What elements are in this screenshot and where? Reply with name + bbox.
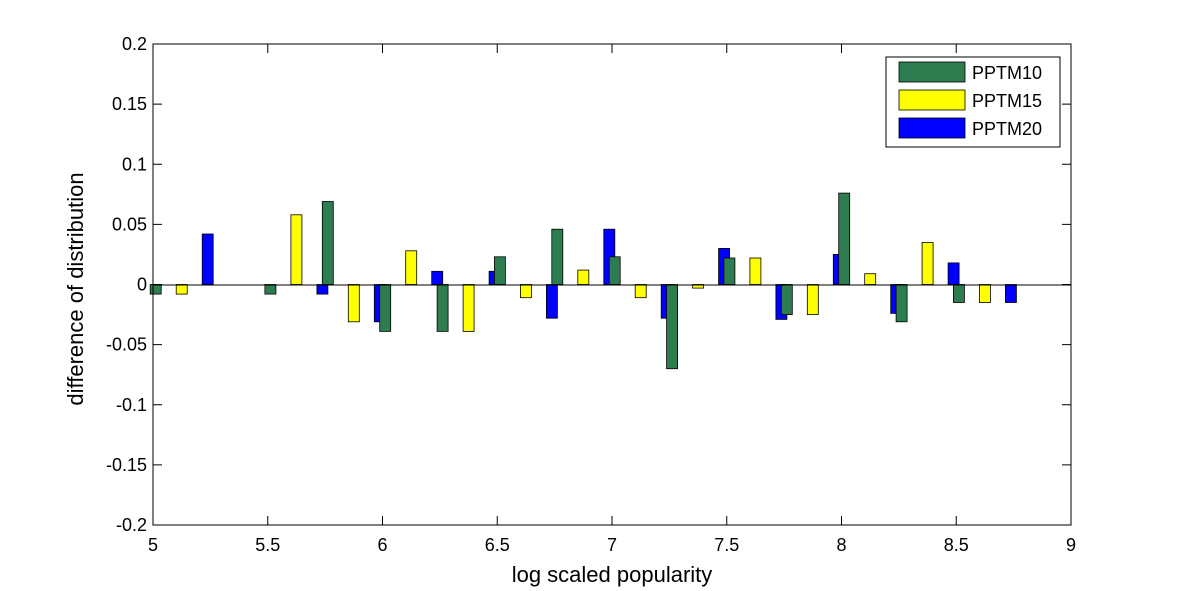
bar-pptm15-0 [175, 284, 188, 295]
legend-swatch-pptm20 [898, 117, 966, 139]
bar-pptm15-1 [290, 214, 303, 285]
bar-pptm10-10 [780, 284, 793, 316]
x-tick-label: 5.5 [255, 535, 280, 555]
y-axis-ticks: 0.2 0.15 0.1 0.05 0 -0.05 -0.1 -0.15 -0.2 [106, 34, 1071, 535]
bar-pptm15-5 [520, 284, 532, 299]
bar-pptm15-9 [749, 257, 762, 285]
bar-pptm10-6 [551, 228, 564, 285]
y-tick-label: 0.05 [112, 214, 147, 234]
bar-pptm20-1 [316, 284, 329, 295]
x-tick-label: 6 [377, 535, 387, 555]
bar-pptm15-2 [347, 284, 360, 323]
legend-label-pptm10: PPTM10 [972, 63, 1042, 83]
legend-label-pptm20: PPTM20 [972, 119, 1042, 139]
y-tick-label: 0.1 [122, 154, 147, 174]
y-axis-label: difference of distribution [63, 172, 88, 405]
legend-swatch-pptm15 [898, 89, 966, 111]
y-tick-label: -0.05 [106, 335, 147, 355]
x-tick-label: 8.5 [944, 535, 969, 555]
legend-swatch-pptm10 [898, 61, 966, 83]
bar-pptm15-6 [577, 269, 590, 285]
bar-pptm10-13 [953, 284, 965, 303]
y-tick-label: -0.2 [116, 515, 147, 535]
y-tick-label: 0.2 [122, 34, 147, 54]
x-tick-label: 7.5 [714, 535, 739, 555]
bar-pptm10-1 [264, 284, 277, 295]
bar-pptm15-4 [462, 284, 475, 332]
legend-label-pptm15: PPTM15 [972, 91, 1042, 111]
bar-pptm15-7 [634, 284, 647, 299]
bar-pptm10-4 [436, 284, 449, 332]
bar-pptm10-7 [608, 256, 621, 285]
bar-pptm20-3 [431, 270, 444, 285]
y-tick-label: 0 [137, 275, 147, 295]
y-tick-label: 0.15 [112, 94, 147, 114]
bar-pptm15-10 [806, 284, 819, 316]
x-tick-label: 5 [148, 535, 158, 555]
y-tick-label: -0.1 [116, 395, 147, 415]
bar-pptm10-0 [149, 284, 162, 295]
bar-pptm10-8 [666, 284, 678, 370]
bar-pptm20-13 [1005, 284, 1017, 303]
bar-pptm20-5 [546, 284, 558, 319]
bar-pptm10-9 [723, 257, 736, 285]
bar-pptm20-12 [947, 262, 960, 285]
bar-pptm10-5 [493, 256, 506, 285]
bar-pptm15-3 [405, 250, 418, 285]
legend: PPTM10 PPTM15 PPTM20 [885, 56, 1061, 148]
bar-pptm10-11 [838, 192, 851, 285]
bar-pptm15-13 [979, 284, 991, 303]
bar-pptm20-0 [201, 233, 214, 285]
bar-pptm10-2 [321, 201, 334, 285]
bar-pptm15-12 [921, 241, 934, 285]
x-tick-label: 8 [836, 535, 846, 555]
x-axis-ticks: 5 5.5 6 6.5 7 7.5 8 8.5 9 [148, 44, 1076, 555]
x-tick-label: 7 [607, 535, 617, 555]
x-axis-label: log scaled popularity [512, 562, 713, 587]
bar-pptm10-3 [379, 284, 392, 332]
bar-pptm10-12 [895, 284, 908, 323]
bar-pptm15-11 [864, 273, 877, 285]
y-tick-label: -0.15 [106, 455, 147, 475]
x-tick-label: 6.5 [485, 535, 510, 555]
x-tick-label: 9 [1066, 535, 1076, 555]
